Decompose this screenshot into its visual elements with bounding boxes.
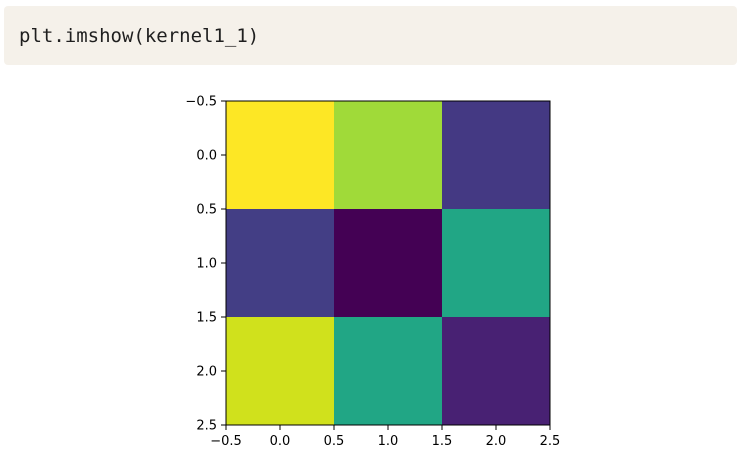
x-tick-label: 1.0 xyxy=(378,434,399,449)
code-cell[interactable]: plt.imshow(kernel1_1) xyxy=(4,6,737,65)
x-tick-label: −0.5 xyxy=(210,434,242,449)
y-tick-label: 1.5 xyxy=(196,311,217,326)
x-tick-label: 2.0 xyxy=(486,434,507,449)
heatmap-cell-r1-c0 xyxy=(226,209,334,317)
heatmap-cell-r1-c1 xyxy=(334,209,442,317)
y-tick-label: 2.0 xyxy=(196,365,217,380)
x-tick-label: 2.5 xyxy=(540,434,561,449)
y-tick-label: −0.5 xyxy=(185,95,217,110)
y-tick-label: 1.0 xyxy=(196,257,217,272)
x-tick-label: 0.5 xyxy=(324,434,345,449)
cell-output: −0.5 0.0 0.5 1.0 1.5 2.0 2.5 −0.5 0.0 0.5 1.0 1.5 2.… xyxy=(0,80,740,463)
y-tick-label: 0.0 xyxy=(196,149,217,164)
heatmap-cell-r0-c0 xyxy=(226,101,334,209)
heatmap-cell-r0-c1 xyxy=(334,101,442,209)
heatmap-chart: −0.5 0.0 0.5 1.0 1.5 2.0 2.5−0.50.00.51.01.52.… xyxy=(185,95,561,450)
y-tick-label: 2.5 xyxy=(196,419,217,434)
code-cell-source[interactable]: plt.imshow(kernel1_1) xyxy=(19,25,260,47)
heatmap-cell-r2-c2 xyxy=(442,317,550,425)
heatmap-cell-r2-c0 xyxy=(226,317,334,425)
x-tick-label: 0.0 xyxy=(270,434,291,449)
y-tick-label: 0.5 xyxy=(196,203,217,218)
heatmap-cell-r2-c1 xyxy=(334,317,442,425)
heatmap-cell-r1-c2 xyxy=(442,209,550,317)
x-tick-label: 1.5 xyxy=(432,434,453,449)
heatmap-cell-r0-c2 xyxy=(442,101,550,209)
